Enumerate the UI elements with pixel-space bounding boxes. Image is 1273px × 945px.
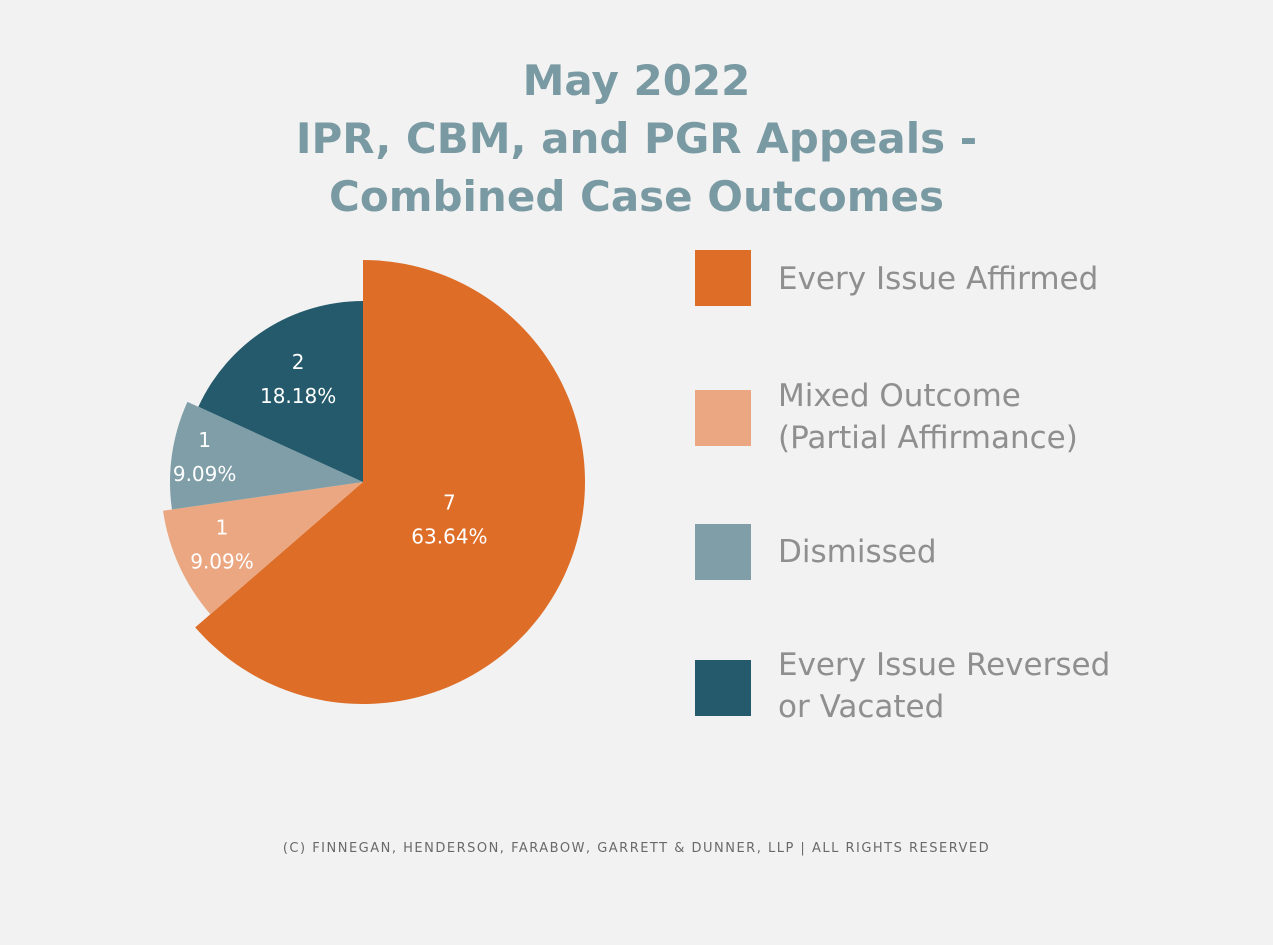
pie-slice	[163, 482, 363, 615]
legend-label-line: (Partial Affirmance)	[778, 420, 1078, 456]
slice-percent-label: 9.09%	[190, 549, 254, 573]
slice-count-label: 2	[292, 350, 305, 374]
legend-label-line: Mixed Outcome	[778, 378, 1021, 414]
slice-percent-label: 63.64%	[411, 524, 487, 548]
pie-slice	[169, 401, 363, 510]
legend-swatch	[695, 250, 751, 306]
legend-swatch	[695, 524, 751, 580]
slice-percent-label: 18.18%	[260, 384, 336, 408]
slice-count-label: 7	[443, 490, 456, 514]
legend-swatch	[695, 390, 751, 446]
legend-label-line: Every Issue Reversed	[778, 647, 1111, 683]
slice-count-label: 1	[198, 428, 211, 452]
title-line: IPR, CBM, and PGR Appeals -	[295, 114, 978, 163]
legend-swatch	[695, 660, 751, 716]
legend-label-line: or Vacated	[778, 689, 945, 725]
legend-label: Dismissed	[778, 534, 937, 570]
legend-label: Mixed Outcome (Partial Affirmance)	[778, 375, 1078, 459]
slice-percent-label: 9.09%	[173, 462, 237, 486]
pie-slice	[195, 260, 586, 704]
slice-count-label: 1	[216, 515, 229, 539]
copyright-footer: (c) Finnegan, Henderson, Farabow, Garret…	[282, 841, 991, 856]
legend-label: Every Issue Affirmed	[778, 261, 1099, 297]
pie-slice	[198, 301, 363, 482]
legend-label: Every Issue Reversed or Vacated	[778, 644, 1110, 728]
chart-title: May 2022 IPR, CBM, and PGR Appeals - Com…	[0, 52, 1273, 226]
title-line: May 2022	[522, 56, 751, 105]
title-line: Combined Case Outcomes	[329, 172, 944, 221]
